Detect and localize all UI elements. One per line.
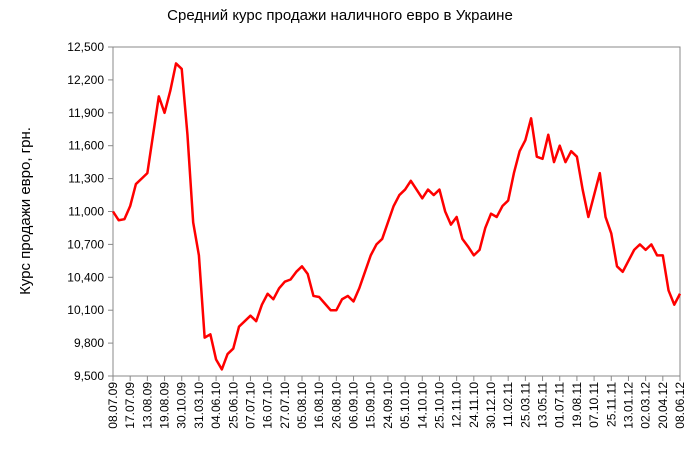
plot-frame: [112, 46, 681, 377]
x-tick-label: 30.12.10: [484, 382, 498, 429]
y-tick-label: 10,400: [67, 270, 104, 284]
x-tick-label: 13.01.12: [621, 382, 635, 429]
x-tick-label: 07.10.11: [587, 382, 601, 428]
x-tick-label: 24.11.10: [467, 382, 481, 428]
x-tick-label: 25.10.10: [432, 382, 446, 429]
y-tick-label: 9,800: [74, 336, 104, 350]
x-tick-label: 13.05.11: [536, 382, 550, 428]
x-tick-label: 05.08.10: [295, 382, 309, 429]
y-tick-label: 11,900: [68, 106, 104, 120]
x-tick-label: 26.08.10: [329, 382, 343, 429]
x-tick-label: 25.03.11: [518, 382, 532, 428]
x-tick-label: 06.09.10: [347, 382, 361, 429]
y-tick-label: 11,300: [68, 172, 104, 186]
x-tick-label: 13.08.09: [140, 382, 154, 429]
x-tick-label: 27.07.10: [278, 382, 292, 429]
x-tick-label: 08.06.12: [673, 382, 687, 429]
x-tick-label: 24.09.10: [381, 382, 395, 429]
chart-title: Средний курс продажи наличного евро в Ук…: [167, 7, 513, 24]
y-tick-label: 10,700: [67, 237, 104, 251]
x-tick-label: 04.06.10: [209, 382, 223, 429]
x-tick-label: 01.07.11: [553, 382, 567, 428]
x-tick-label: 16.08.10: [312, 382, 326, 429]
data-line: [111, 62, 682, 371]
x-tick-label: 05.10.10: [398, 382, 412, 429]
x-tick-label: 30.10.09: [175, 382, 189, 429]
x-tick-label: 16.07.10: [261, 382, 275, 429]
x-tick-label: 19.08.11: [570, 382, 584, 428]
x-tick-label: 14.10.10: [415, 382, 429, 429]
y-tick-label: 12,500: [67, 40, 104, 54]
x-tick-label: 07.07.10: [243, 382, 257, 429]
x-tick-label: 25.11.11: [604, 382, 618, 427]
y-tick-label: 11,000: [68, 205, 104, 219]
x-tick-label: 17.07.09: [123, 382, 137, 429]
y-tick-label: 11,600: [68, 139, 104, 153]
x-tick-label: 31.03.10: [192, 382, 206, 429]
x-tick-label: 02.03.12: [639, 382, 653, 429]
x-tick-label: 11.02.11: [501, 382, 515, 427]
x-tick-label: 25.06.10: [226, 382, 240, 429]
y-tick-label: 9,500: [74, 369, 104, 383]
x-tick-label: 12.11.10: [450, 382, 464, 428]
x-tick-label: 15.09.10: [364, 382, 378, 429]
x-tick-label: 20.04.12: [656, 382, 670, 429]
y-tick-label: 12,200: [67, 73, 104, 87]
x-tick-label: 08.07.09: [106, 382, 120, 429]
y-axis-title: Курс продажи евро, грн.: [17, 127, 34, 295]
x-tick-label: 19.08.09: [158, 382, 172, 429]
y-tick-label: 10,100: [67, 303, 104, 317]
